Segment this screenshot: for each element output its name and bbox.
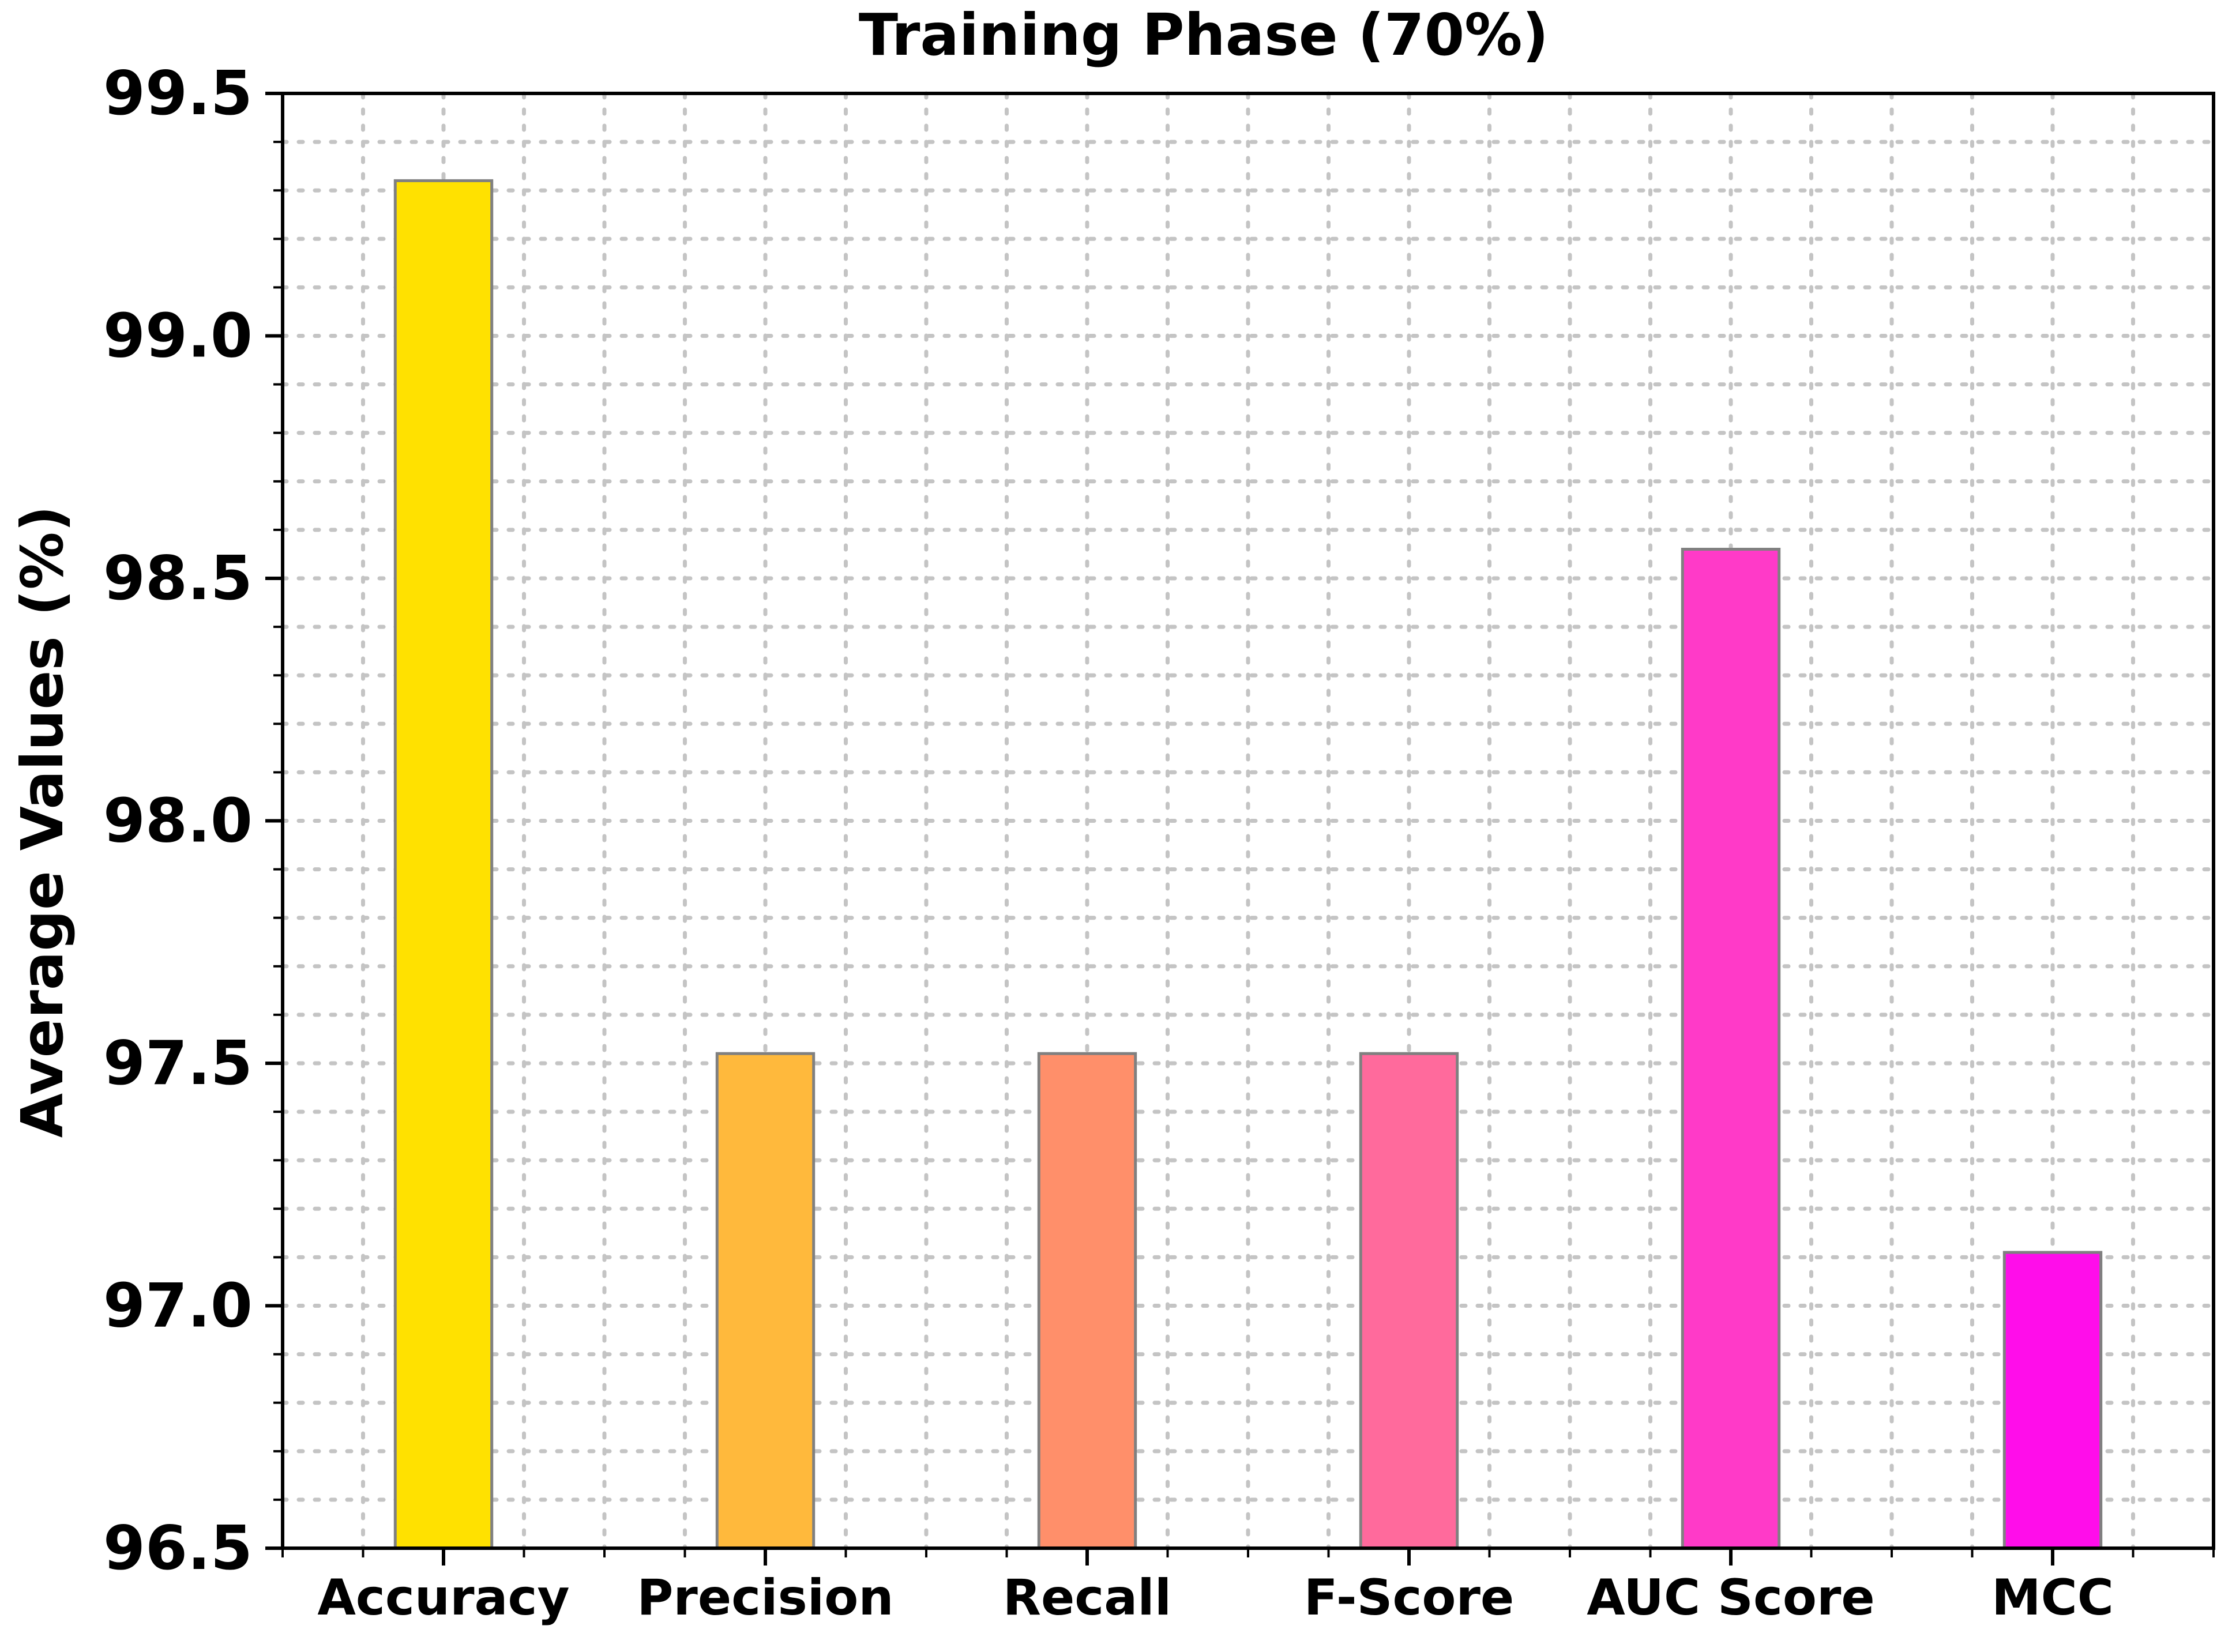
x-tick-label: Precision [637,1569,893,1627]
bar-auc-score [1681,548,1781,1550]
bars [393,179,2103,1550]
y-axis-ticks: 96.5 97.0 97.5 98.0 98.5 99.0 99.5 [103,58,283,1583]
x-tick-label: Accuracy [317,1569,569,1627]
y-tick-label: 97.5 [103,1028,253,1098]
y-tick-label: 96.5 [103,1513,253,1583]
bar-recall [1037,1052,1137,1550]
bar-mcc [2002,1251,2103,1550]
y-tick-label: 99.0 [103,301,253,371]
x-axis-ticks: Accuracy Precision Recall F-Score AUC Score M… [281,1548,2215,1627]
x-tick-label: Recall [1003,1569,1172,1627]
y-tick-label: 98.0 [103,786,253,856]
y-tick-label: 97.0 [103,1271,253,1341]
x-tick-label: AUC Score [1587,1569,1875,1627]
bar-precision [715,1052,816,1550]
y-tick-label: 98.5 [103,543,253,614]
bar-accuracy [393,179,494,1550]
y-tick-label: 99.5 [103,58,253,129]
x-tick-label: F-Score [1304,1569,1515,1627]
x-tick-label: MCC [1991,1569,2114,1627]
bar-f-score [1359,1052,1459,1550]
grid [280,91,2216,1551]
y-axis-label: Average Values (%) [9,506,76,1138]
chart-title: Training Phase (70%) [859,1,1549,69]
